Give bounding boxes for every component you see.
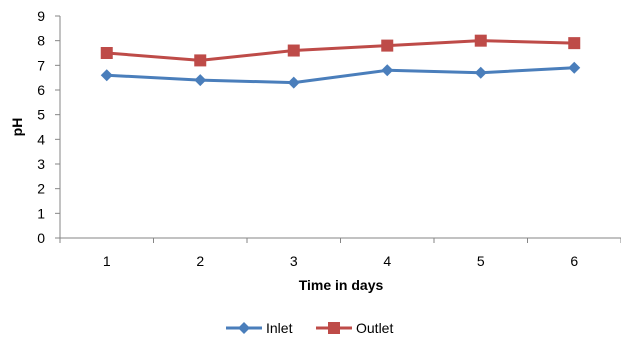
legend-marker-inlet bbox=[238, 322, 250, 334]
y-tick-label: 3 bbox=[37, 156, 45, 172]
series-layer bbox=[100, 34, 581, 89]
series-inlet bbox=[100, 61, 581, 89]
legend-label-outlet: Outlet bbox=[356, 320, 393, 336]
series-line-outlet bbox=[106, 39, 575, 62]
y-tick-label: 6 bbox=[37, 82, 45, 98]
y-tick-label: 0 bbox=[37, 230, 45, 246]
x-axis-title: Time in days bbox=[299, 277, 384, 293]
legend-label-inlet: Inlet bbox=[266, 320, 293, 336]
data-point-inlet bbox=[381, 64, 394, 77]
y-axis-title: pH bbox=[9, 118, 25, 137]
data-point-inlet bbox=[568, 61, 581, 74]
data-point-outlet bbox=[568, 37, 581, 50]
data-point-outlet bbox=[287, 44, 300, 57]
x-tick-label: 4 bbox=[383, 253, 391, 269]
series-outlet bbox=[100, 34, 581, 67]
data-point-outlet bbox=[381, 39, 394, 52]
legend-item-outlet: Outlet bbox=[316, 320, 393, 336]
x-tick-label: 2 bbox=[196, 253, 204, 269]
y-tick-label: 9 bbox=[37, 8, 45, 24]
y-tick-label: 5 bbox=[37, 107, 45, 123]
data-point-inlet bbox=[474, 66, 487, 79]
data-point-inlet bbox=[100, 69, 113, 82]
data-point-outlet bbox=[100, 47, 113, 59]
y-tick-label: 2 bbox=[37, 181, 45, 197]
y-axis-ticks: 0 1 2 3 4 5 6 7 8 9 bbox=[37, 8, 60, 246]
y-tick-label: 1 bbox=[37, 205, 45, 221]
data-point-inlet bbox=[287, 76, 300, 89]
legend: Inlet Outlet bbox=[226, 320, 393, 336]
data-point-outlet bbox=[474, 34, 487, 47]
y-tick-label: 7 bbox=[37, 57, 45, 73]
x-tick-label: 5 bbox=[477, 253, 485, 269]
legend-item-inlet: Inlet bbox=[226, 320, 293, 336]
legend-marker-outlet bbox=[328, 322, 340, 334]
data-point-inlet bbox=[194, 74, 207, 87]
y-tick-label: 4 bbox=[37, 131, 45, 147]
x-tick-label: 6 bbox=[570, 253, 578, 269]
y-tick-label: 8 bbox=[37, 33, 45, 49]
x-tick-label: 1 bbox=[103, 253, 111, 269]
data-point-outlet bbox=[194, 54, 207, 67]
series-line-inlet bbox=[106, 66, 575, 85]
x-axis-ticks: 1 2 3 4 5 6 bbox=[59, 238, 621, 269]
x-tick-label: 3 bbox=[290, 253, 298, 269]
